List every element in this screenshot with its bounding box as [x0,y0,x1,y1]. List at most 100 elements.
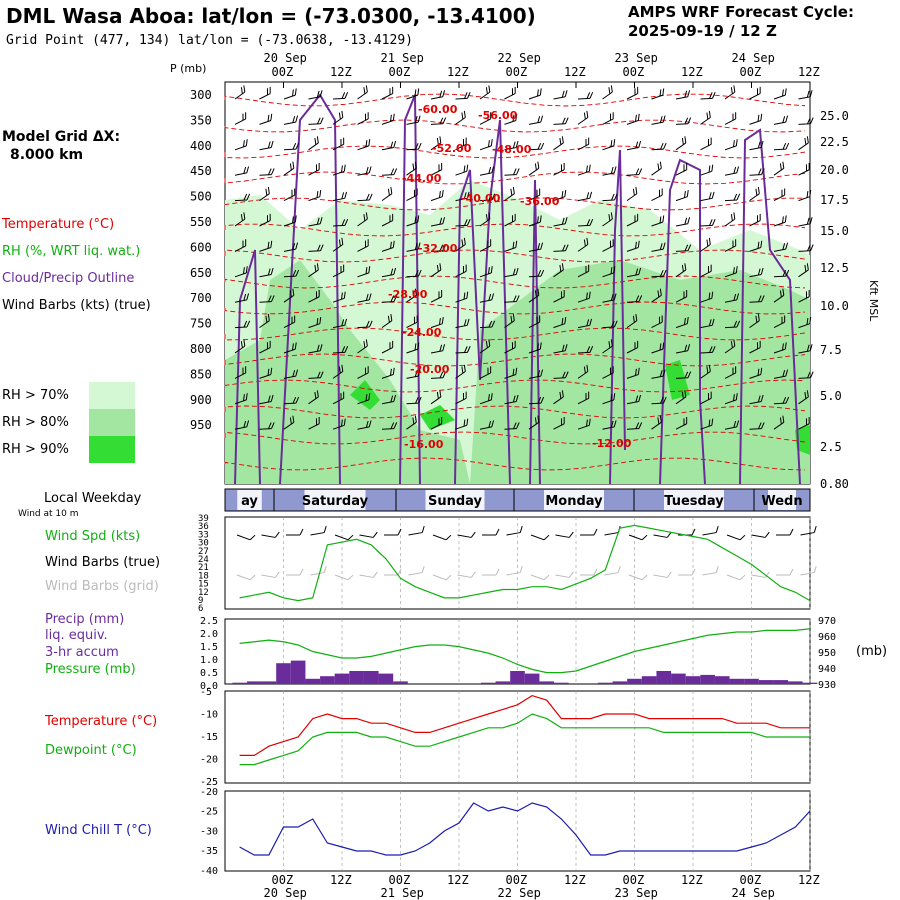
wind-barb [381,267,397,278]
wind-barb [651,188,663,202]
wind-barb [602,139,616,151]
weekday-label: Wedn [761,494,802,509]
surface-wind-barb [384,528,402,536]
wind-barb [234,339,246,354]
precip-bar [276,663,291,684]
wind-barb [626,140,642,151]
wind-barb [430,417,443,430]
wind-barb [308,244,324,252]
surface-wind-barb [628,534,648,541]
isotherm-line-9 [224,327,806,341]
wind-barb [283,288,295,303]
wind-barb [553,136,564,151]
wind-barb [308,117,324,125]
surface-wind-barb [334,574,354,581]
wind-barb [332,364,344,379]
cloud-outline-5 [609,149,626,485]
pressure-tick: 600 [190,240,212,254]
pressure-tick: 450 [190,164,212,178]
wind-ytick: 6 [198,604,203,614]
precip-ytick: 0.0 [200,681,218,692]
wind-barb [234,366,247,379]
grid-label: Model Grid ΔX: [2,129,121,145]
wind-barb [381,113,395,125]
wind-barb [700,110,711,125]
cloud-outline-7 [739,128,801,485]
wind-barb [553,90,568,100]
wind-barb [455,318,470,329]
wind-barb [504,86,516,100]
legend-swatch-rh70 [89,382,135,409]
windchill-ytick: -30 [200,826,218,837]
wind-barb [283,161,295,176]
temp-ytick: -20 [200,755,218,766]
wind-barb [504,422,520,430]
precip-ytick: 2.0 [200,629,218,640]
rh-region-3 [350,380,380,410]
precip-liq-label: liq. equiv. [45,628,108,643]
wind-barb [430,263,442,278]
wind-barb [577,164,591,176]
legend-rh90: RH > 90% [2,442,69,457]
precip-bar [480,682,496,684]
wind-barb [479,112,492,125]
wind-barb [700,219,716,227]
wind-barb [602,339,613,354]
surface-wind-barb [384,568,402,576]
wind-barb [577,318,593,329]
wind-barb [283,115,299,125]
wind-barb [749,267,764,278]
surface-wind-barb [628,574,648,581]
isotherm-label: -52.00 [432,142,472,155]
surface-wind-barb [678,568,696,576]
height-tick: 25.0 [820,109,849,123]
precip-bar [305,678,321,684]
wind-barb [602,166,617,176]
wind-barb [577,364,589,379]
wind-barb [651,415,662,430]
surface-wind-barb [286,568,304,576]
wind-barb [504,240,518,252]
wind-barb [259,240,273,252]
temp-panel-frame [224,690,811,784]
isotherm-label: -24.00 [402,326,442,339]
height-tick: 5.0 [820,389,842,403]
wind-barb [381,367,395,379]
wind-barb [455,391,467,405]
precip-bar [495,681,511,684]
wind-barb [332,191,348,202]
precip-bar [700,674,715,684]
pressure-tick: 400 [190,139,212,153]
wind-barb [406,396,422,405]
wind-barb [259,367,273,379]
wind-barb [577,219,594,227]
surface-wind-barb [751,531,770,538]
temp-ytick: -25 [200,777,218,788]
wind-barb [479,139,493,151]
isotherm-label: -12.00 [592,437,632,450]
wind-barb [381,314,393,329]
wind-barb [773,415,785,430]
wind-ytick: 24 [198,555,209,565]
wind-barb [479,239,492,252]
pressure-ytick: 960 [818,632,836,643]
wind-barb [602,293,617,303]
precip-bar [290,660,306,684]
wind-barb [577,291,591,303]
wind-barb [234,85,246,100]
wind-barb [479,293,495,303]
cloud-outline-4 [529,179,541,485]
wind-barb [430,189,444,202]
wind-barb [724,112,737,125]
windchill-ytick: -35 [200,846,218,857]
page-title: DML Wasa Aboa: lat/lon = (-73.0300, -13.… [6,4,536,28]
wind-barb [381,187,393,202]
wind-barb [259,86,271,100]
wind-barb [749,422,765,430]
wind-barb [724,293,740,303]
wind-barb [528,369,544,379]
wind-barb [700,291,714,303]
windchill-ytick: -40 [200,866,218,877]
wind-barb [283,88,297,100]
surface-wind-barb [726,534,746,541]
